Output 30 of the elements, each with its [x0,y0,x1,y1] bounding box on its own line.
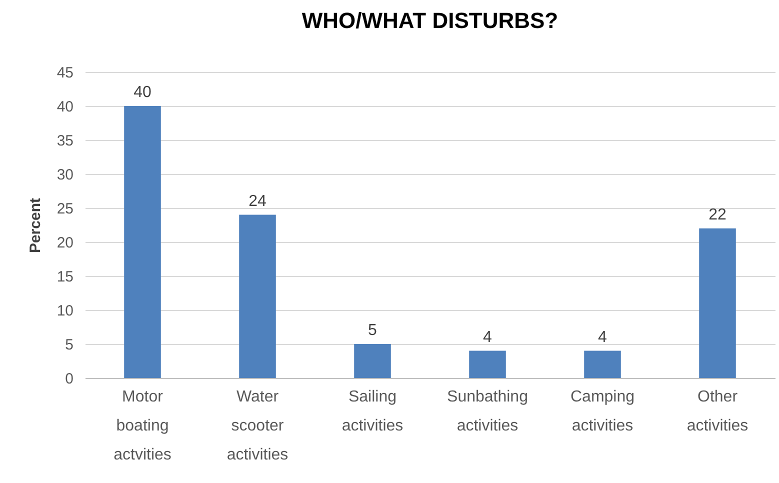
data-label: 5 [368,322,378,339]
data-label: 4 [483,328,492,346]
x-tick-label: Water scooter activities [226,388,288,464]
y-tick-label: 20 [56,234,74,252]
x-tick-label: Camping activities [570,388,635,434]
y-tick-label: 40 [56,98,74,116]
bar [699,228,736,378]
y-tick-label: 45 [56,64,74,82]
y-tick-label: 5 [65,336,74,354]
x-tick-label: Other activities [686,388,748,434]
data-label: 40 [134,84,152,101]
y-axis-title: Percent [26,198,44,254]
data-label: 4 [598,328,608,346]
bar [354,344,391,378]
bar [469,350,506,378]
y-tick-label: 10 [56,302,74,320]
x-tick-label: Motor boating actvities [114,388,172,464]
chart-title: WHO/WHAT DISTURBS? [302,8,558,33]
bar [239,214,276,378]
y-tick-label: 30 [56,166,74,184]
data-label: 24 [248,192,266,210]
x-tick-label: Sunbathing activities [447,388,528,434]
x-tick-label: Sailing activities [342,388,404,434]
y-tick-label: 0 [65,370,74,388]
y-tick-label: 35 [56,132,74,150]
bar [124,106,161,378]
y-tick-label: 15 [56,268,74,286]
y-tick-label: 25 [56,200,74,218]
bar [584,350,621,378]
data-label: 22 [708,206,726,224]
